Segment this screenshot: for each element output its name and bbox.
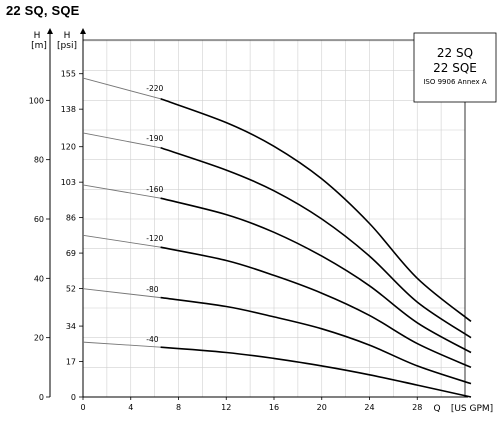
x-tick-label: 12: [221, 403, 231, 412]
axes: 0 4 8 12 16 20 24 28 0 20 40 60 80 100 0 17 34 52 69 86 103 1…: [29, 28, 493, 414]
m-tick-label: 60: [34, 215, 44, 224]
m-axis-title: H: [34, 31, 41, 41]
x-tick-label: 16: [269, 403, 279, 412]
curve-extension: [82, 132, 161, 149]
x-axis-unit: [US GPM]: [451, 404, 493, 414]
legend-line-1: 22 SQ: [437, 46, 473, 60]
curve-line: [160, 197, 472, 354]
psi-tick-label: 155: [61, 70, 76, 79]
curve-line: [160, 147, 472, 339]
psi-tick-label: 0: [71, 393, 76, 402]
legend-note: ISO 9906 Annex A: [423, 78, 486, 86]
curve-line: [160, 296, 472, 385]
curve-label: -190: [146, 134, 163, 143]
psi-tick-label: 52: [66, 285, 76, 294]
curve-label: -160: [146, 185, 163, 194]
psi-tick-label: 120: [61, 143, 76, 152]
psi-axis-unit: [psi]: [57, 41, 77, 51]
x-tick-label: 0: [80, 403, 85, 412]
curve-extension: [82, 341, 161, 348]
psi-axis-arrow: [80, 28, 86, 34]
m-tick-label: 20: [34, 334, 44, 343]
curve-extension: [82, 234, 161, 248]
legend-box: [413, 32, 497, 103]
x-tick-label: 20: [317, 403, 327, 412]
x-tick-label: 24: [364, 403, 374, 412]
m-tick-label: 80: [34, 156, 44, 165]
curve-line: [160, 98, 472, 323]
curve-label: -40: [146, 335, 158, 344]
psi-tick-label: 103: [61, 178, 76, 187]
m-tick-label: 40: [34, 274, 44, 283]
curve-label: -120: [146, 234, 163, 243]
x-tick-label: 4: [128, 403, 133, 412]
x-axis-title: Q: [433, 404, 440, 414]
curve-label: -80: [146, 285, 158, 294]
m-tick-label: 100: [29, 96, 44, 105]
m-axis-unit: [m]: [31, 41, 47, 51]
psi-axis-title: H: [64, 31, 71, 41]
m-tick-label: 0: [39, 393, 44, 402]
curve-extension: [82, 288, 161, 299]
curve-line: [160, 246, 472, 369]
performance-curves: -220 -190 -160 -120 -80 -40: [82, 77, 472, 398]
psi-tick-label: 69: [66, 249, 76, 258]
psi-tick-label: 34: [66, 322, 76, 331]
page-title: 22 SQ, SQE: [6, 3, 80, 18]
x-tick-label: 28: [412, 403, 422, 412]
m-axis-arrow: [47, 28, 53, 34]
curve-label: -220: [146, 84, 163, 93]
curve-extension: [82, 184, 161, 199]
psi-tick-label: 138: [61, 105, 76, 114]
curve-extension: [82, 77, 161, 100]
psi-tick-label: 86: [66, 214, 76, 223]
x-tick-label: 8: [176, 403, 181, 412]
psi-tick-label: 17: [66, 358, 76, 367]
curve-line: [160, 346, 472, 398]
legend-line-2: 22 SQE: [433, 61, 477, 75]
